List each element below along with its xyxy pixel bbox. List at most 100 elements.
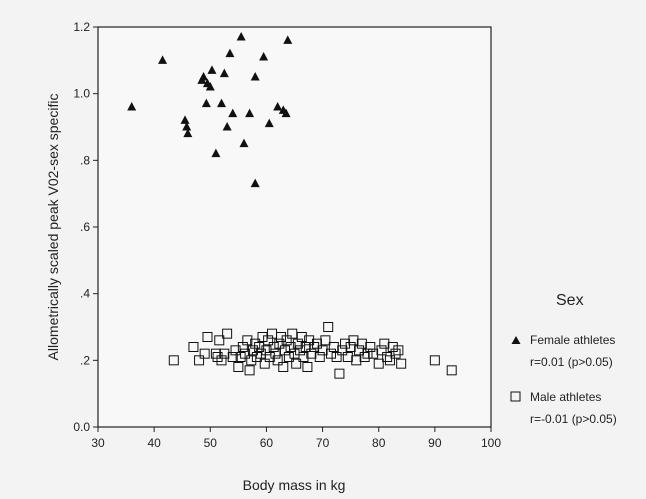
male-data-point xyxy=(214,335,225,346)
legend: Sex Female athletes r=0.01 (p>0.05) Male… xyxy=(510,292,617,426)
male-data-point xyxy=(314,352,325,362)
male-data-point xyxy=(311,338,322,349)
male-data-point xyxy=(325,348,336,359)
male-data-point xyxy=(345,342,356,352)
male-data-point xyxy=(300,342,311,352)
male-data-point xyxy=(304,335,315,346)
male-data-point xyxy=(246,355,257,366)
female-data-point xyxy=(245,108,255,118)
y-tick-label: .8 xyxy=(80,153,90,167)
y-axis-label: Allometrically scaled peak V02-sex speci… xyxy=(45,94,61,361)
female-data-point xyxy=(281,108,291,118)
plot-area xyxy=(97,26,492,428)
x-tick-label: 70 xyxy=(316,436,330,450)
male-data-point xyxy=(270,348,281,359)
male-data-point xyxy=(240,348,251,359)
male-data-point xyxy=(250,338,261,349)
male-data-point xyxy=(212,352,223,362)
male-data-point xyxy=(298,352,309,362)
male-data-point xyxy=(334,368,345,379)
male-data-point xyxy=(393,345,404,356)
male-data-point xyxy=(382,352,393,362)
female-data-point xyxy=(180,115,190,124)
legend-marker-filled-triangle xyxy=(511,336,521,344)
data-points xyxy=(127,32,457,379)
male-data-point xyxy=(278,362,289,372)
male-data-point xyxy=(323,322,334,332)
female-data-point xyxy=(207,65,217,74)
female-data-point xyxy=(259,52,269,61)
male-data-point xyxy=(317,345,328,356)
male-data-point xyxy=(373,358,384,369)
male-data-point xyxy=(230,345,241,356)
female-data-point xyxy=(205,82,215,91)
male-data-point xyxy=(210,348,221,359)
legend-entry-female: Female athletes r=0.01 (p>0.05) xyxy=(511,333,615,369)
y-tick-label: 1.2 xyxy=(73,20,90,34)
male-data-point xyxy=(272,355,283,366)
x-axis: 30 40 50 60 70 80 90 100 xyxy=(91,427,501,450)
male-data-point xyxy=(320,335,331,346)
x-axis-label: Body mass in kg xyxy=(243,477,346,493)
male-data-point xyxy=(337,345,348,356)
female-data-point xyxy=(217,98,227,108)
male-data-point xyxy=(268,342,279,352)
female-data-point xyxy=(182,122,192,131)
male-data-point xyxy=(328,342,339,352)
male-data-point xyxy=(188,342,199,352)
male-data-point xyxy=(331,352,342,362)
female-data-point xyxy=(264,118,274,128)
male-data-point xyxy=(242,335,253,346)
male-data-point xyxy=(244,365,255,376)
male-data-point xyxy=(274,338,285,349)
female-data-point xyxy=(211,148,221,158)
male-data-point xyxy=(292,338,303,349)
male-data-point xyxy=(251,352,262,362)
male-data-point xyxy=(216,355,227,366)
male-data-point xyxy=(222,328,233,339)
male-data-point xyxy=(259,358,270,369)
legend-label-female: Female athletes xyxy=(530,333,615,347)
x-tick-label: 30 xyxy=(91,436,105,450)
male-data-point xyxy=(276,332,287,342)
male-data-point xyxy=(302,362,313,372)
x-tick-label: 40 xyxy=(147,436,161,450)
x-tick-label: 60 xyxy=(260,436,274,450)
male-data-point xyxy=(348,335,359,346)
female-data-point xyxy=(236,32,246,41)
female-data-point xyxy=(225,48,235,58)
male-data-point xyxy=(356,338,367,349)
y-tick-label: .2 xyxy=(80,353,90,367)
male-data-point xyxy=(295,345,306,356)
legend-title: Sex xyxy=(556,292,584,309)
male-data-point xyxy=(354,345,365,356)
male-data-point xyxy=(285,342,296,352)
male-data-point xyxy=(359,352,370,362)
male-data-point xyxy=(168,355,179,366)
x-tick-label: 100 xyxy=(481,436,501,450)
male-data-point xyxy=(446,365,457,376)
male-data-point xyxy=(279,345,290,356)
male-data-point xyxy=(390,348,401,359)
legend-stat-female: r=0.01 (p>0.05) xyxy=(530,355,613,369)
female-data-point xyxy=(201,98,211,108)
male-data-point xyxy=(194,355,205,366)
male-data-point xyxy=(254,342,265,352)
male-data-point xyxy=(247,345,258,356)
male-data-point xyxy=(340,338,351,349)
y-tick-label: .4 xyxy=(80,287,90,301)
male-data-point xyxy=(263,335,274,346)
female-data-point xyxy=(219,68,229,78)
male-data-point xyxy=(199,348,210,359)
legend-entry-male: Male athletes r=-0.01 (p>0.05) xyxy=(510,390,617,426)
female-data-point xyxy=(250,72,260,81)
male-data-point xyxy=(291,358,302,369)
y-tick-label: .6 xyxy=(80,220,90,234)
male-data-point xyxy=(376,345,387,356)
legend-stat-male: r=-0.01 (p>0.05) xyxy=(530,412,617,426)
female-data-point xyxy=(228,108,238,118)
male-data-point xyxy=(257,332,268,342)
male-data-point xyxy=(296,332,307,342)
female-data-point xyxy=(199,72,209,81)
